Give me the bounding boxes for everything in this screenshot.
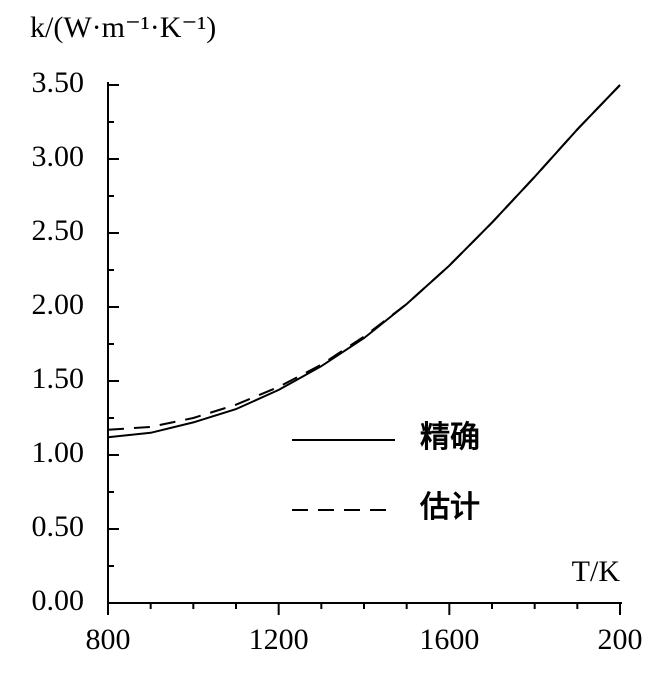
y-tick-label: 3.50 [32, 66, 85, 99]
legend-label: 精确 [420, 420, 480, 454]
y-tick-label: 2.50 [32, 214, 85, 247]
y-tick-label: 1.00 [32, 436, 85, 469]
x-tick-label: 200 [598, 623, 643, 656]
x-tick-label: 1200 [249, 623, 309, 656]
series-line [107, 84, 621, 439]
x-tick-label: 800 [86, 623, 131, 656]
x-tick-label: 1600 [419, 623, 479, 656]
x-axis-label: T/K [572, 555, 621, 588]
y-tick-label: 2.00 [32, 288, 85, 321]
y-tick-label: 0.00 [32, 584, 85, 617]
y-tick-label: 0.50 [32, 510, 85, 543]
y-tick-label: 3.00 [32, 140, 85, 173]
legend-label: 估计 [419, 491, 480, 524]
series-line [107, 84, 621, 431]
y-axis-label: k/(W·m⁻¹·K⁻¹) [30, 11, 216, 44]
y-tick-label: 1.50 [32, 362, 85, 395]
